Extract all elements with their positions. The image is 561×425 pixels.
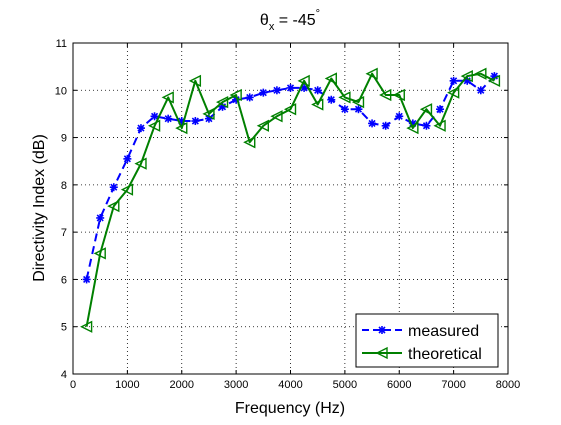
data-point-measured <box>191 117 200 126</box>
x-tick-label: 5000 <box>333 379 357 391</box>
data-point-measured <box>327 95 336 104</box>
data-point-measured <box>109 183 118 192</box>
data-point-measured <box>449 76 458 85</box>
data-point-measured <box>96 213 105 222</box>
data-point-theoretical <box>338 91 351 104</box>
data-point-theoretical <box>175 121 188 135</box>
legend-label-theoretical: theoretical <box>408 346 482 363</box>
data-point-theoretical <box>297 74 310 87</box>
legend-label-measured: measured <box>408 323 479 340</box>
x-tick-label: 3000 <box>224 379 248 391</box>
data-point-theoretical <box>202 107 215 121</box>
y-tick-label: 7 <box>61 227 67 239</box>
data-point-measured <box>136 124 145 133</box>
x-tick-label: 8000 <box>496 379 520 391</box>
data-point-measured <box>123 154 132 163</box>
legend-marker-measured <box>378 326 386 334</box>
data-point-measured <box>368 119 377 128</box>
data-point-measured <box>354 105 363 114</box>
chart-title: θx = -45° <box>260 8 320 33</box>
data-point-theoretical <box>120 183 134 196</box>
data-point-measured <box>82 275 91 284</box>
series-line-theoretical <box>85 72 495 327</box>
data-point-theoretical <box>379 88 392 102</box>
data-point-theoretical <box>161 91 174 104</box>
x-tick-label: 2000 <box>170 379 194 391</box>
data-point-measured <box>436 105 445 114</box>
data-point-measured <box>381 121 390 130</box>
ticks: 0 1000 2000 3000 4000 5000 6000 7000 8000 4 5 6 7 8 9 1… <box>55 38 520 391</box>
data-point-theoretical <box>270 110 283 123</box>
data-point-measured <box>476 86 485 95</box>
y-tick-label: 10 <box>55 85 67 97</box>
x-tick-label: 7000 <box>441 379 465 391</box>
y-tick-label: 9 <box>61 133 67 145</box>
data-point-measured <box>340 105 349 114</box>
legend-marker-theoretical <box>375 346 388 360</box>
data-point-theoretical <box>215 95 229 109</box>
x-tick-label: 0 <box>70 379 76 391</box>
x-tick-label: 1000 <box>115 379 139 391</box>
y-tick-label: 6 <box>61 274 67 286</box>
x-tick-label: 6000 <box>387 379 411 391</box>
data-point-theoretical <box>80 320 93 333</box>
data-point-theoretical <box>392 88 405 102</box>
data-point-measured <box>150 112 159 121</box>
data-point-measured <box>164 114 173 123</box>
data-point-theoretical <box>256 119 270 132</box>
x-tick-label: 4000 <box>278 379 302 391</box>
data-point-measured <box>313 86 322 95</box>
series-layer <box>80 67 501 333</box>
y-tick-label: 8 <box>61 180 67 192</box>
data-point-theoretical <box>406 121 419 135</box>
data-point-theoretical <box>419 103 433 116</box>
data-point-theoretical <box>447 86 460 99</box>
data-point-theoretical <box>93 247 106 260</box>
legend: measured theoretical <box>355 313 499 368</box>
data-point-theoretical <box>433 119 446 132</box>
data-point-theoretical <box>147 119 161 132</box>
data-point-theoretical <box>243 136 256 149</box>
series-theoretical <box>80 67 501 333</box>
y-tick-label: 11 <box>56 38 67 50</box>
data-point-theoretical <box>311 98 324 111</box>
data-point-theoretical <box>229 88 242 102</box>
x-axis-label: Frequency (Hz) <box>235 400 345 417</box>
data-point-theoretical <box>487 74 501 87</box>
data-point-measured <box>272 86 281 95</box>
data-point-theoretical <box>107 200 120 213</box>
data-point-theoretical <box>365 67 378 80</box>
data-point-theoretical <box>460 69 473 83</box>
data-point-theoretical <box>324 72 337 85</box>
grid <box>73 43 508 374</box>
legend-box <box>355 313 499 368</box>
data-point-theoretical <box>188 74 202 87</box>
data-point-measured <box>422 121 431 130</box>
data-point-theoretical <box>283 103 297 116</box>
data-point-theoretical <box>351 95 365 109</box>
data-point-measured <box>245 93 254 102</box>
data-point-theoretical <box>474 67 487 80</box>
data-point-measured <box>259 88 268 97</box>
y-tick-label: 5 <box>61 322 67 334</box>
y-tick-label: 4 <box>61 369 67 381</box>
y-axis-label: Directivity Index (dB) <box>31 134 48 282</box>
data-point-measured <box>395 112 404 121</box>
data-point-measured <box>286 83 295 92</box>
data-point-theoretical <box>134 157 147 170</box>
